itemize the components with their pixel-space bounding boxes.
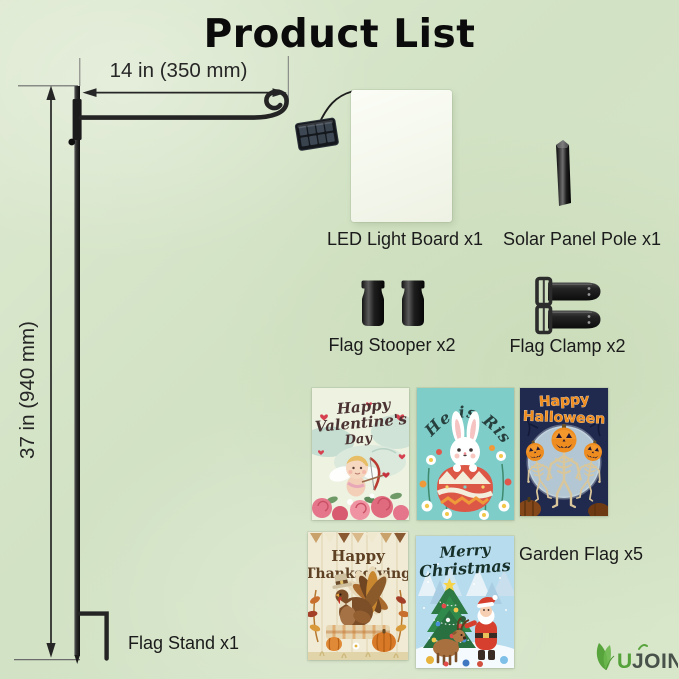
logo-text-join: JOIN	[632, 650, 678, 673]
flag-title-line: Day	[343, 431, 374, 449]
height-dimension-arrow	[46, 85, 56, 658]
label-garden-flag: Garden Flag x5	[518, 544, 644, 564]
roses	[312, 492, 409, 520]
garden-flag-christmas: Merry Christmas	[416, 536, 514, 668]
easter-flowers	[419, 445, 512, 520]
autumn-leaves	[308, 589, 408, 643]
flag-clamp	[535, 304, 601, 335]
label-flag-clamp: Flag Clamp x2	[509, 336, 626, 356]
flag-stand	[68, 86, 289, 664]
led-light-board	[351, 90, 452, 222]
brand-logo: U JOIN	[596, 643, 678, 673]
halloween-pumpkins	[520, 497, 608, 516]
easter-bunny	[450, 411, 480, 467]
bunting	[310, 533, 406, 543]
flag-title-line: Happy	[335, 395, 392, 418]
label-solar-panel-pole: Solar Panel Pole x1	[502, 229, 662, 249]
santa	[460, 594, 498, 660]
flag-title-line: Halloween	[523, 409, 606, 428]
hearts	[318, 402, 406, 460]
flag-title-line: Happy	[331, 547, 386, 565]
label-flag-stand: Flag Stand x1	[127, 633, 240, 653]
hook-arm	[78, 89, 289, 120]
solar-panel-icon	[294, 117, 339, 151]
plaid-blanket	[326, 625, 390, 639]
ground-prong	[77, 611, 109, 661]
label-led-light-board: LED Light Board x1	[326, 229, 484, 249]
flag-stooper	[401, 280, 425, 326]
easter-egg	[436, 464, 494, 512]
reindeer	[433, 617, 470, 666]
width-dimension-arrow	[82, 88, 287, 97]
page-title: Product List	[203, 12, 476, 57]
flag-clamp	[535, 276, 601, 307]
garden-flag-thanksgiving: Happy Thanksgiving	[308, 532, 408, 660]
height-dimension-label: 37 in (940 mm)	[16, 321, 39, 459]
pumpkins	[326, 629, 396, 652]
flag-clamps	[535, 276, 601, 335]
garden-flag-easter: He is Risen	[417, 388, 514, 520]
flag-stooper	[361, 280, 385, 326]
label-flag-stooper: Flag Stooper x2	[328, 335, 456, 355]
flag-stoopers	[361, 280, 425, 326]
leaf-accent	[638, 644, 648, 650]
flag-title-line: Merry	[438, 540, 492, 562]
width-dimension-label: 14 in (350 mm)	[109, 59, 248, 82]
flag-title-line: Happy	[538, 392, 589, 411]
snow-dots	[423, 563, 507, 611]
garden-flag-valentine: Happy Valentine's Day	[312, 388, 409, 520]
cupid	[329, 455, 390, 497]
solar-panel-pole	[556, 140, 571, 206]
logo-text-u: U	[617, 650, 632, 673]
garden-flag-halloween: Happy Halloween	[520, 388, 608, 516]
turkey	[332, 566, 389, 627]
ornaments	[426, 656, 508, 667]
